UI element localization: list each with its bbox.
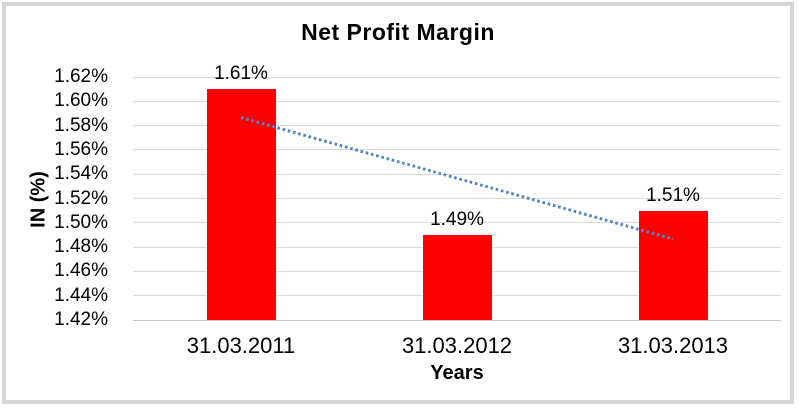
bar-31.03.2012: [422, 234, 492, 320]
x-tick-label: 31.03.2012: [401, 333, 513, 358]
y-tick-label: 1.58%: [54, 114, 108, 136]
y-tick-label: 1.42%: [54, 309, 108, 330]
gridline: [133, 319, 781, 321]
y-tick-label: 1.62%: [54, 66, 108, 87]
x-axis-title: Years: [430, 362, 484, 384]
y-tick-label: 1.50%: [54, 211, 108, 233]
gridline: [133, 198, 781, 199]
y-tick-label: 1.56%: [54, 138, 108, 160]
y-tick-label: 1.60%: [54, 90, 108, 112]
bar-value-label: 1.49%: [430, 208, 484, 230]
bar-31.03.2011: [206, 89, 276, 320]
x-tick-label: 31.03.2013: [617, 333, 729, 358]
gridline: [133, 149, 781, 151]
plot-area: [133, 76, 781, 321]
gridline: [133, 222, 781, 224]
x-tick-label: 31.03.2011: [186, 333, 296, 358]
bar-31.03.2013: [638, 210, 708, 320]
gridline: [133, 100, 781, 102]
gridline: [133, 125, 781, 127]
y-tick-label: 1.54%: [54, 163, 108, 185]
y-tick-label: 1.52%: [54, 187, 108, 209]
gridline: [133, 76, 781, 78]
y-tick-label: 1.48%: [54, 236, 108, 258]
y-tick-label: 1.44%: [54, 284, 108, 306]
chart-frame: Net Profit Margin IN (%) 1.62% 1.60% 1.58%…: [2, 2, 794, 404]
bar-value-label: 1.51%: [646, 184, 700, 206]
bar-value-label: 1.61%: [214, 63, 268, 85]
y-tick-label: 1.46%: [54, 260, 108, 282]
chart-title: Net Profit Margin: [301, 19, 495, 45]
gridline: [133, 173, 781, 175]
